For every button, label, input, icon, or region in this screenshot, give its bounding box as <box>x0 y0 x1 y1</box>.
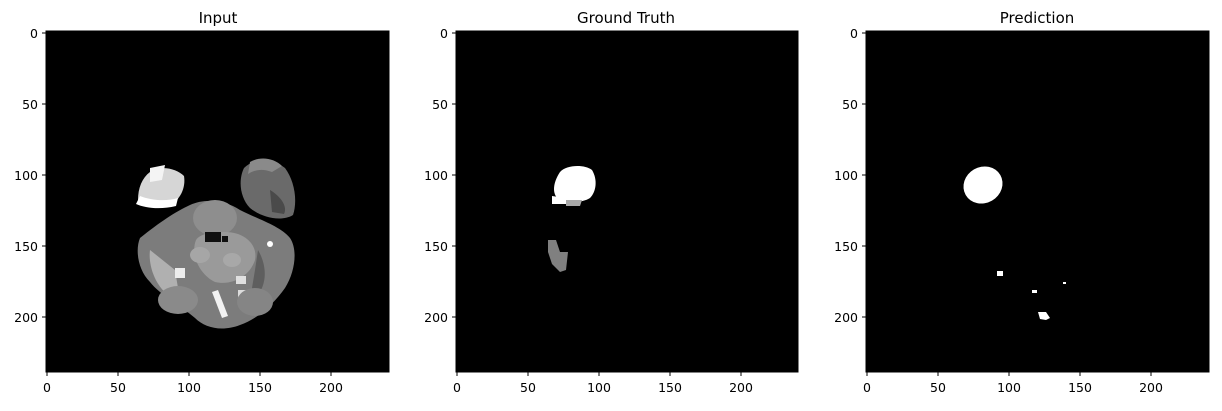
x-tick-label: 50 <box>110 380 126 395</box>
y-tick-label: 50 <box>842 97 858 112</box>
x-tick-label: 150 <box>658 380 682 395</box>
x-tick-label: 150 <box>1068 380 1092 395</box>
y-axis: 0 50 100 150 200 <box>834 26 866 325</box>
ground-truth-mask <box>548 166 596 272</box>
x-tick-label: 0 <box>453 380 461 395</box>
panel-input: Input <box>14 9 390 395</box>
y-tick-label: 0 <box>850 26 858 41</box>
x-tick-label: 0 <box>863 380 871 395</box>
mri-slice-image <box>136 158 296 329</box>
y-tick-label: 0 <box>440 26 448 41</box>
x-tick-label: 100 <box>587 380 611 395</box>
prediction-mask <box>963 166 1066 320</box>
panel-title: Prediction <box>1000 9 1075 27</box>
x-tick-label: 200 <box>319 380 343 395</box>
y-axis: 0 50 100 150 200 <box>14 26 46 325</box>
x-tick-label: 100 <box>997 380 1021 395</box>
y-tick-label: 50 <box>22 97 38 112</box>
x-tick-label: 100 <box>177 380 201 395</box>
y-tick-label: 100 <box>14 168 38 183</box>
panel-image <box>455 30 799 373</box>
panel-prediction: Prediction 0 50 100 150 200 <box>834 9 1210 395</box>
panel-ground-truth: Ground Truth 0 50 100 150 200 <box>424 9 799 395</box>
y-tick-label: 150 <box>424 239 448 254</box>
y-tick-label: 200 <box>14 310 38 325</box>
x-tick-label: 150 <box>248 380 272 395</box>
x-axis: 0 50 100 150 200 <box>453 372 753 395</box>
x-tick-label: 50 <box>520 380 536 395</box>
y-tick-label: 200 <box>834 310 858 325</box>
y-tick-label: 150 <box>14 239 38 254</box>
y-tick-label: 50 <box>432 97 448 112</box>
x-tick-label: 200 <box>1139 380 1163 395</box>
y-tick-label: 0 <box>30 26 38 41</box>
x-tick-label: 50 <box>930 380 946 395</box>
y-tick-label: 200 <box>424 310 448 325</box>
x-tick-label: 200 <box>729 380 753 395</box>
panel-title: Input <box>199 9 238 27</box>
x-axis: 0 50 100 150 200 <box>863 372 1163 395</box>
panel-image <box>865 30 1210 373</box>
y-tick-label: 100 <box>424 168 448 183</box>
x-axis: 0 50 100 150 200 <box>43 372 343 395</box>
panel-title: Ground Truth <box>577 9 675 27</box>
y-tick-label: 100 <box>834 168 858 183</box>
y-axis: 0 50 100 150 200 <box>424 26 456 325</box>
panel-image <box>45 30 390 373</box>
y-tick-label: 150 <box>834 239 858 254</box>
x-tick-label: 0 <box>43 380 51 395</box>
